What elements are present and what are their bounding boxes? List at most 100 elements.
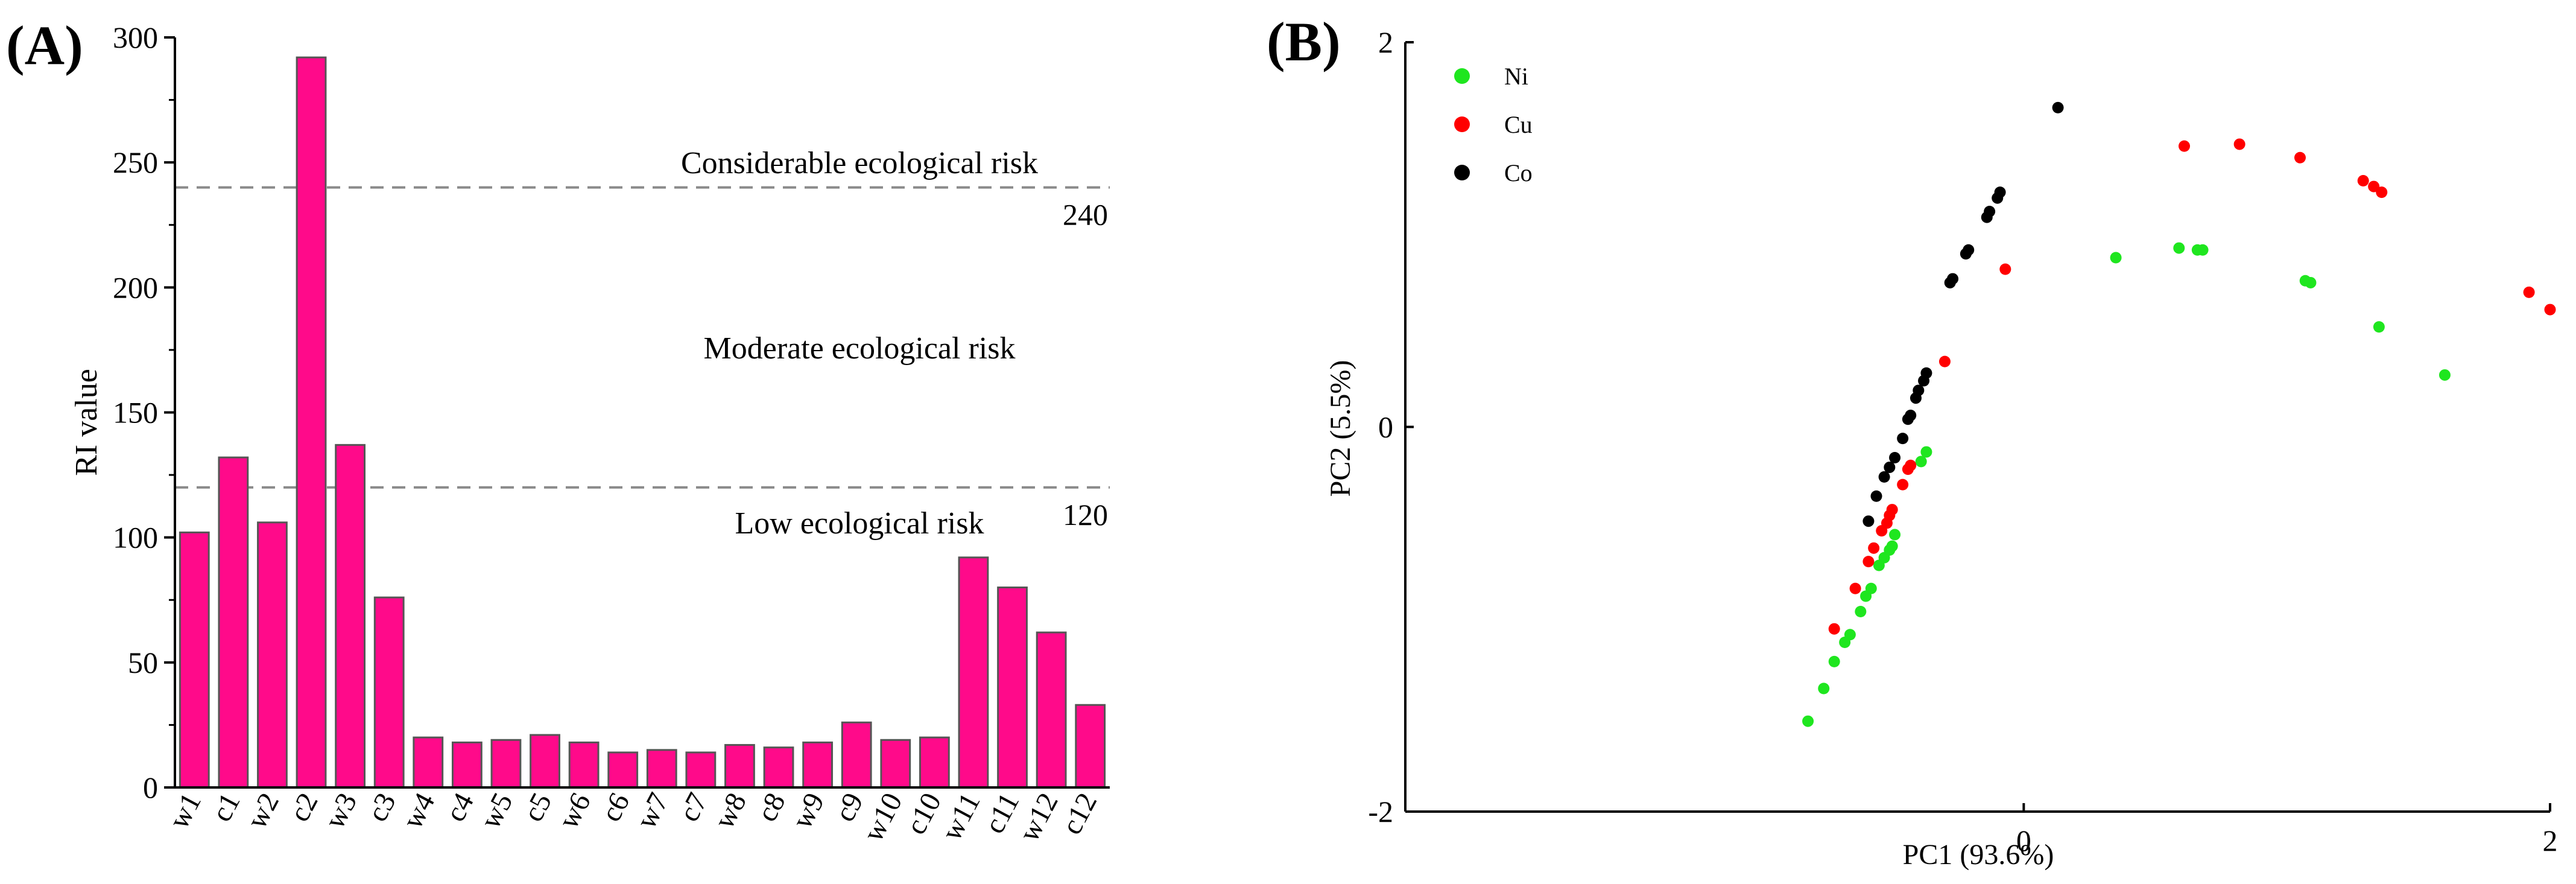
bar-w6 bbox=[568, 741, 600, 789]
point-Ni bbox=[1844, 629, 1856, 641]
x-axis-label-b: PC1 (93.6%) bbox=[1903, 839, 2054, 871]
bar-w7 bbox=[646, 749, 677, 789]
risk-annotation-2: Low ecological risk bbox=[735, 506, 984, 541]
point-Co bbox=[1963, 244, 1975, 256]
point-Ni bbox=[2110, 252, 2122, 264]
point-Cu bbox=[2357, 175, 2369, 186]
y-tick-label-a-100: 100 bbox=[113, 521, 158, 555]
x-tick-label-c3: c3 bbox=[361, 787, 402, 827]
point-Ni bbox=[2197, 244, 2209, 256]
y-tick-label-a-300: 300 bbox=[113, 21, 158, 54]
y-tick-label-b-2: 2 bbox=[1378, 25, 1393, 59]
point-Cu bbox=[1849, 582, 1861, 594]
bar-c12 bbox=[1075, 704, 1106, 789]
bar-c1 bbox=[218, 456, 249, 789]
point-Cu bbox=[2376, 186, 2388, 199]
series-Ni bbox=[1802, 242, 2451, 727]
point-Co bbox=[1994, 186, 2006, 199]
y-tick-label-a-50: 50 bbox=[128, 646, 158, 679]
bar-w5 bbox=[490, 739, 522, 789]
panel-b-scatter-plot: (B) PC2 (5.5%) PC1 (93.6%) -2 0 2 0 2 Ni Cu Co bbox=[1267, 11, 2558, 871]
legend-marker-Co bbox=[1454, 165, 1470, 180]
bar-w10 bbox=[880, 739, 911, 789]
x-tick-label-w8: w8 bbox=[708, 787, 753, 834]
x-tick-label-w1: w1 bbox=[163, 787, 207, 834]
point-Ni bbox=[1886, 540, 1898, 552]
point-Co bbox=[1870, 490, 1882, 502]
point-Co bbox=[1920, 367, 1932, 379]
y-axis-label-b: PC2 (5.5%) bbox=[1324, 360, 1356, 497]
bar-c6 bbox=[607, 751, 639, 789]
bar-c10 bbox=[919, 736, 950, 789]
bar-w2 bbox=[257, 521, 288, 789]
point-Ni bbox=[2373, 321, 2385, 333]
y-tick-label-a-150: 150 bbox=[113, 396, 158, 430]
point-Cu bbox=[2294, 151, 2306, 164]
series-Cu bbox=[1828, 138, 2556, 635]
y-axis-label-a: RI value bbox=[69, 369, 104, 476]
risk-annotation-0: Considerable ecological risk bbox=[681, 146, 1038, 180]
point-Co bbox=[2052, 101, 2064, 113]
bar-c4 bbox=[451, 741, 483, 789]
bar-c7 bbox=[685, 751, 717, 789]
point-Co bbox=[1913, 384, 1925, 396]
x-tick-label-w6: w6 bbox=[552, 787, 597, 834]
point-Cu bbox=[2523, 286, 2535, 298]
risk-annotation-1: Moderate ecological risk bbox=[704, 331, 1016, 366]
x-tick-label-c2: c2 bbox=[283, 787, 324, 827]
point-Cu bbox=[1862, 556, 1875, 568]
x-tick-label-w5: w5 bbox=[474, 787, 519, 834]
point-Ni bbox=[1828, 655, 1840, 667]
reference-label-120: 120 bbox=[1063, 498, 1108, 532]
y-tick-label-a-250: 250 bbox=[113, 145, 158, 179]
point-Co bbox=[1878, 471, 1890, 483]
point-Ni bbox=[1915, 456, 1927, 468]
panel-a-bar-chart: (A) RI value 240 120 w1c1w2c2w3c3w4c4w5c5… bbox=[6, 14, 1110, 847]
bar-w9 bbox=[802, 741, 834, 789]
bar-c5 bbox=[530, 734, 560, 789]
x-tick-label-b-2: 2 bbox=[2543, 824, 2558, 857]
panel-b-label: (B) bbox=[1267, 11, 1341, 72]
point-Co bbox=[1984, 206, 1996, 217]
x-tick-label-w11: w11 bbox=[935, 787, 987, 845]
point-Ni bbox=[1920, 446, 1932, 458]
point-Cu bbox=[1999, 263, 2011, 275]
point-Co bbox=[1889, 452, 1901, 463]
bar-w4 bbox=[413, 736, 444, 789]
point-Ni bbox=[2173, 242, 2185, 254]
x-tick-label-c1: c1 bbox=[206, 787, 247, 827]
x-tick-label-c8: c8 bbox=[751, 787, 792, 827]
legend-label-Cu: Cu bbox=[1504, 111, 1533, 138]
bar-c3 bbox=[373, 596, 405, 789]
y-tick-label-b-0: 0 bbox=[1378, 410, 1393, 444]
x-tick-label-c6: c6 bbox=[595, 787, 636, 827]
point-Cu bbox=[1938, 355, 1951, 367]
bar-w12 bbox=[1036, 631, 1067, 789]
x-tick-label-b-0: 0 bbox=[2016, 824, 2031, 857]
x-tick-label-c5: c5 bbox=[517, 787, 558, 827]
point-Cu bbox=[1897, 479, 1909, 491]
x-tick-label-c4: c4 bbox=[439, 787, 480, 827]
point-Ni bbox=[1865, 582, 1877, 594]
y-tick-label-a-200: 200 bbox=[113, 270, 158, 304]
point-Ni bbox=[2305, 276, 2317, 288]
legend-marker-Cu bbox=[1454, 116, 1470, 132]
point-Co bbox=[1947, 273, 1959, 285]
point-Cu bbox=[1828, 623, 1840, 635]
legend-label-Co: Co bbox=[1504, 159, 1533, 186]
bar-c2 bbox=[296, 56, 327, 789]
x-tick-label-w9: w9 bbox=[786, 787, 831, 834]
x-tick-label-w7: w7 bbox=[630, 787, 675, 834]
series-Co bbox=[1862, 101, 2064, 527]
point-Ni bbox=[2438, 369, 2451, 381]
x-tick-label-c12: c12 bbox=[1055, 787, 1103, 839]
bar-w1 bbox=[179, 531, 210, 789]
point-Co bbox=[1862, 515, 1875, 527]
legend-label-Ni: Ni bbox=[1504, 63, 1528, 90]
x-tick-label-w3: w3 bbox=[318, 787, 363, 834]
x-tick-label-w2: w2 bbox=[241, 787, 285, 834]
point-Co bbox=[1897, 433, 1909, 445]
bar-c9 bbox=[841, 721, 872, 789]
point-Cu bbox=[2544, 304, 2556, 316]
